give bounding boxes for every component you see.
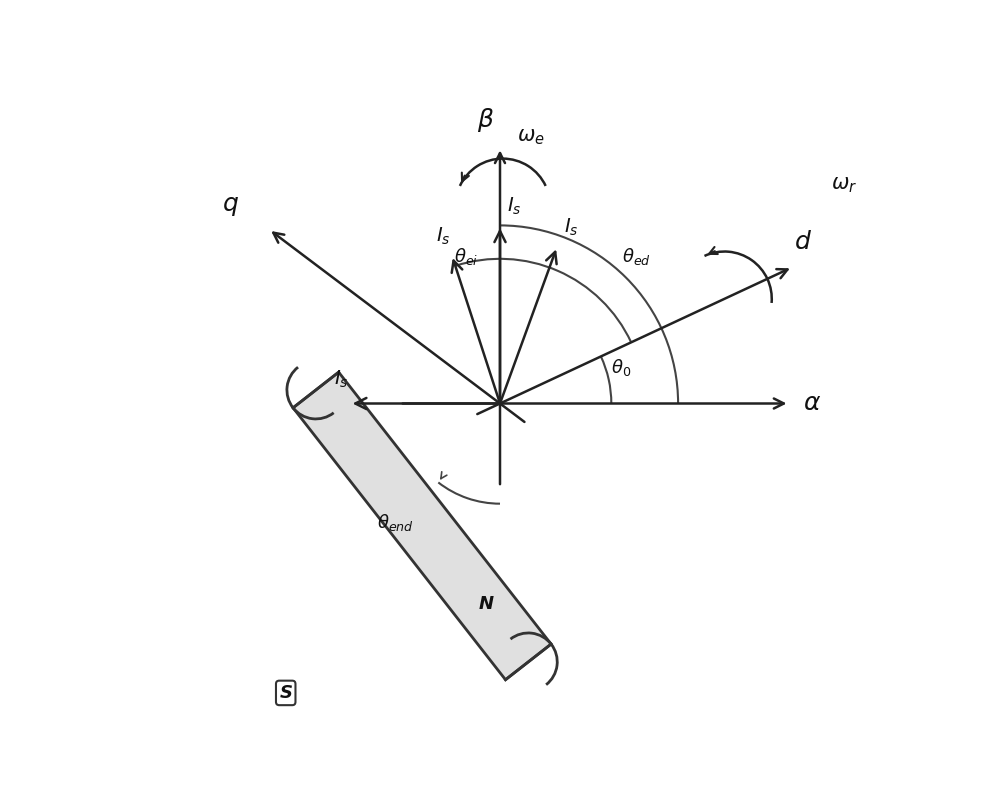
Text: $d$: $d$ bbox=[794, 230, 812, 254]
Text: $\theta_{ei}$: $\theta_{ei}$ bbox=[454, 245, 478, 266]
Text: $\beta$: $\beta$ bbox=[477, 106, 495, 134]
Polygon shape bbox=[293, 372, 551, 679]
Text: $\theta_{end}$: $\theta_{end}$ bbox=[377, 512, 414, 533]
Text: $I_s$: $I_s$ bbox=[507, 196, 521, 217]
Text: $I_s$: $I_s$ bbox=[564, 217, 578, 238]
Text: $I_s$: $I_s$ bbox=[436, 226, 451, 247]
Text: S: S bbox=[279, 684, 292, 702]
Text: $\theta_{ed}$: $\theta_{ed}$ bbox=[622, 245, 651, 266]
Text: N: N bbox=[479, 595, 494, 613]
Text: $\omega_r$: $\omega_r$ bbox=[831, 175, 857, 194]
Text: $\omega_e$: $\omega_e$ bbox=[517, 128, 545, 148]
Text: $I_s$: $I_s$ bbox=[334, 368, 349, 390]
Text: $\alpha$: $\alpha$ bbox=[803, 391, 821, 416]
Text: $q$: $q$ bbox=[222, 194, 239, 218]
Text: $\theta_0$: $\theta_0$ bbox=[611, 358, 632, 378]
